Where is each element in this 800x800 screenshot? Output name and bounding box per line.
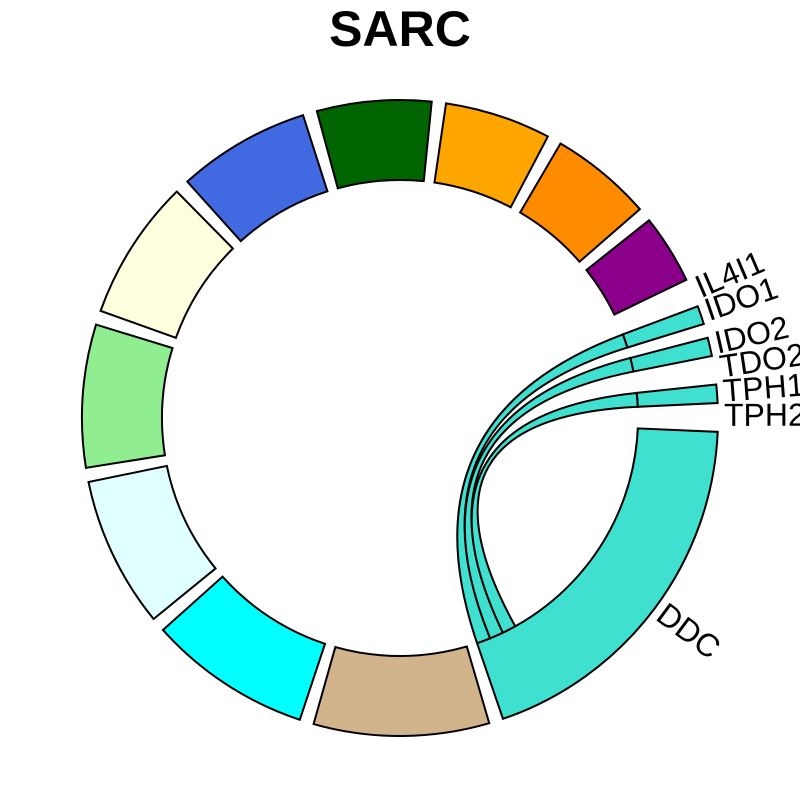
sector-label-tph2: TPH2 xyxy=(724,397,800,433)
sector-ddc xyxy=(475,427,719,721)
sector-8 xyxy=(433,102,550,209)
sector-10 xyxy=(585,218,688,316)
sector-1 xyxy=(312,645,491,737)
sector-group xyxy=(81,99,719,737)
ribbon-group xyxy=(456,333,639,645)
link-ddc-tph1 xyxy=(470,391,639,634)
chart-title: SARC xyxy=(329,1,471,57)
sector-2 xyxy=(161,575,327,722)
sector-label-tph1: TPH1 xyxy=(721,367,800,409)
sector-tph1 xyxy=(635,383,719,408)
sector-3 xyxy=(87,464,217,621)
sector-label-ddc: DDC xyxy=(650,596,727,666)
sector-5 xyxy=(99,190,235,340)
sector-9 xyxy=(518,142,642,264)
sector-7 xyxy=(315,99,433,190)
sector-4 xyxy=(81,323,174,469)
sector-6 xyxy=(185,113,329,243)
